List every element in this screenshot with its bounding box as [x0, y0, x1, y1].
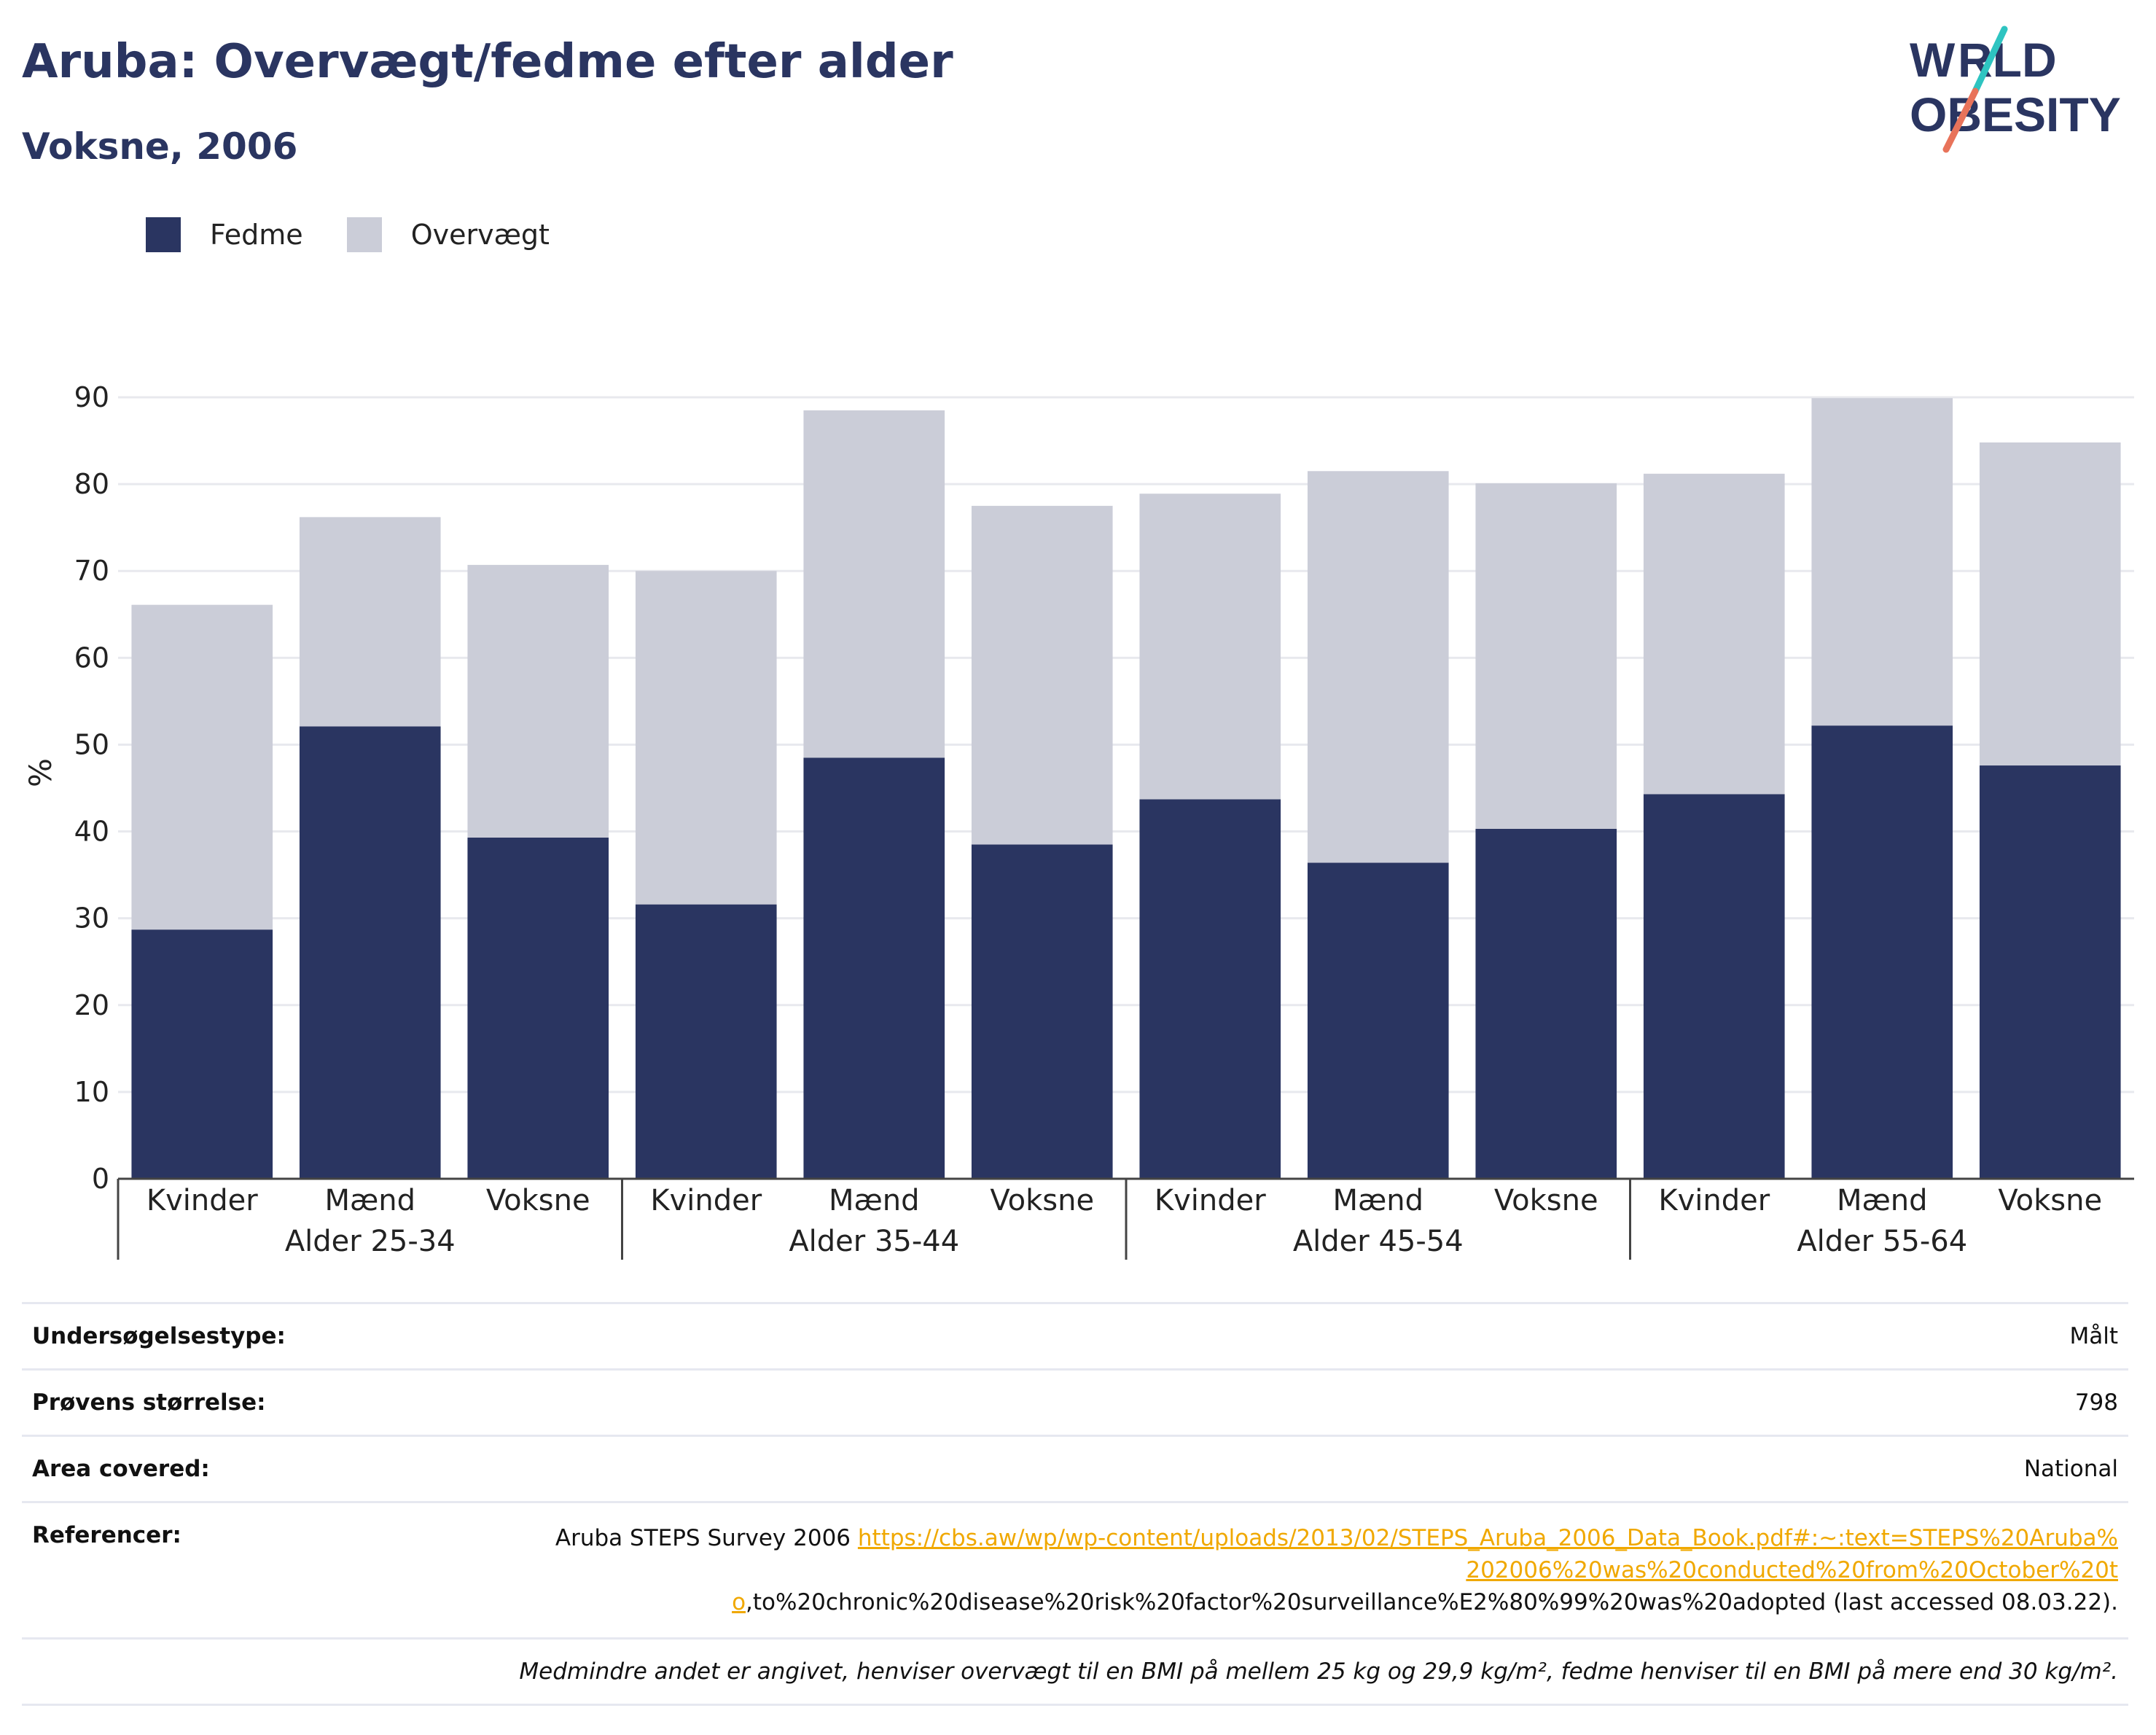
bar-fedme — [131, 929, 273, 1179]
x-tick-label: Mænd — [829, 1184, 920, 1217]
chart-legend: Fedme Overvægt — [146, 217, 593, 252]
info-table: Undersøgelsestype: Målt Prøvens størrels… — [22, 1302, 2128, 1706]
bar-overvaegt — [467, 564, 609, 838]
bmi-note: Medmindre andet er angivet, henviser ove… — [22, 1637, 2128, 1706]
bar-fedme — [1643, 794, 1785, 1179]
sample-size-value: 798 — [2074, 1389, 2118, 1416]
bar-overvaegt — [299, 517, 441, 727]
y-tick-label: 80 — [74, 468, 109, 500]
bar-fedme — [1811, 725, 1953, 1179]
y-tick-label: 70 — [74, 555, 109, 587]
y-tick-label: 30 — [74, 902, 109, 935]
bar-fedme — [1139, 799, 1281, 1179]
info-row-references: Referencer: Aruba STEPS Survey 2006 http… — [22, 1501, 2128, 1637]
bar-fedme — [1307, 862, 1449, 1179]
y-tick-label: 50 — [74, 728, 109, 760]
bar-overvaegt — [971, 505, 1113, 845]
legend-label-fedme: Fedme — [210, 219, 303, 251]
references-prefix: Aruba STEPS Survey 2006 — [555, 1525, 858, 1551]
survey-type-label: Undersøgelsestype: — [32, 1323, 286, 1349]
info-row-survey-type: Undersøgelsestype: Målt — [22, 1302, 2128, 1368]
group-label: Alder 25-34 — [285, 1225, 456, 1258]
world-obesity-logo: W RLD OBESITY — [1910, 26, 2121, 153]
area-label: Area covered: — [32, 1456, 210, 1482]
bar-fedme — [803, 757, 945, 1179]
references-value: Aruba STEPS Survey 2006 https://cbs.aw/w… — [544, 1522, 2118, 1618]
y-tick-label: 10 — [74, 1076, 109, 1108]
group-label: Alder 55-64 — [1797, 1225, 1967, 1258]
legend-swatch-overvaegt — [346, 217, 382, 252]
bar-fedme — [467, 837, 609, 1179]
bar-overvaegt — [1307, 471, 1449, 863]
x-tick-label: Voksne — [1998, 1184, 2102, 1217]
x-tick-label: Voksne — [990, 1184, 1094, 1217]
legend-item-fedme[interactable]: Fedme — [146, 217, 303, 252]
bar-overvaegt — [131, 604, 273, 930]
info-row-sample-size: Prøvens størrelse: 798 — [22, 1368, 2128, 1435]
bar-overvaegt — [1139, 494, 1281, 800]
group-label: Alder 45-54 — [1293, 1225, 1464, 1258]
info-row-area: Area covered: National — [22, 1435, 2128, 1501]
group-label: Alder 35-44 — [789, 1225, 959, 1258]
page-title: Aruba: Overvægt/fedme efter alder — [22, 35, 953, 89]
x-tick-label: Voksne — [486, 1184, 590, 1217]
legend-item-overvaegt[interactable]: Overvægt — [346, 217, 550, 252]
x-tick-label: Mænd — [1837, 1184, 1928, 1217]
area-value: National — [2023, 1456, 2118, 1482]
bar-overvaegt — [635, 571, 777, 905]
legend-label-overvaegt: Overvægt — [410, 219, 550, 251]
svg-text:W: W — [1910, 33, 1956, 87]
bar-overvaegt — [803, 410, 945, 758]
y-axis-label: % — [23, 758, 58, 787]
sample-size-label: Prøvens størrelse: — [32, 1389, 266, 1416]
svg-text:RLD: RLD — [1958, 33, 2057, 87]
references-label: Referencer: — [32, 1522, 181, 1548]
bar-fedme — [299, 726, 441, 1179]
x-tick-label: Voksne — [1494, 1184, 1598, 1217]
bar-overvaegt — [1979, 442, 2121, 766]
reference-link[interactable]: https://cbs.aw/wp/wp-content/uploads/201… — [732, 1525, 2118, 1615]
x-tick-label: Mænd — [324, 1184, 415, 1217]
x-tick-label: Kvinder — [650, 1184, 762, 1217]
bar-overvaegt — [1811, 398, 1953, 726]
x-tick-label: Kvinder — [1658, 1184, 1770, 1217]
y-tick-label: 90 — [74, 381, 109, 413]
bar-fedme — [971, 844, 1113, 1179]
page-subtitle: Voksne, 2006 — [22, 125, 298, 168]
bar-overvaegt — [1643, 473, 1785, 795]
bar-overvaegt — [1475, 483, 1617, 829]
survey-type-value: Målt — [2069, 1323, 2118, 1349]
x-tick-label: Kvinder — [147, 1184, 258, 1217]
y-tick-label: 0 — [92, 1163, 109, 1195]
legend-swatch-fedme — [146, 217, 181, 252]
bar-fedme — [1979, 765, 2121, 1179]
x-tick-label: Kvinder — [1155, 1184, 1266, 1217]
references-suffix: ,to%20chronic%20disease%20risk%20factor%… — [746, 1589, 2118, 1615]
bar-fedme — [1475, 828, 1617, 1179]
x-tick-label: Mænd — [1332, 1184, 1423, 1217]
y-tick-label: 60 — [74, 642, 109, 674]
y-tick-label: 20 — [74, 989, 109, 1021]
y-tick-label: 40 — [74, 816, 109, 848]
stacked-bar-chart: 0 10 20 30 40 50 60 70 80 90% Kvinder Mænd Voksne Kvi… — [23, 381, 2134, 1260]
bar-fedme — [635, 904, 777, 1179]
svg-text:OBESITY: OBESITY — [1910, 87, 2121, 141]
